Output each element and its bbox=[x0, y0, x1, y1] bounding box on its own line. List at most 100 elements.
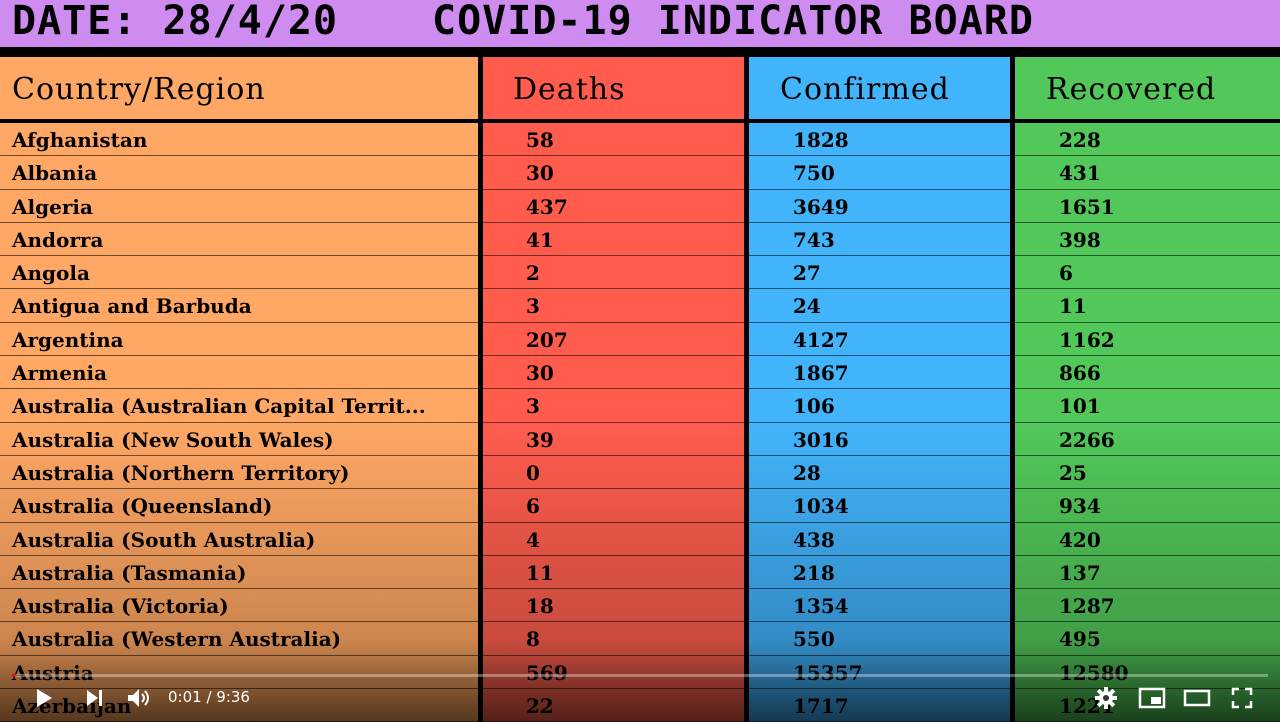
settings-icon bbox=[1095, 687, 1117, 709]
miniplayer-button[interactable] bbox=[1137, 684, 1167, 712]
deaths-cell: 18 bbox=[483, 589, 744, 623]
country-cell: Afghanistan bbox=[0, 123, 478, 157]
confirmed-cell: 218 bbox=[749, 556, 1010, 590]
confirmed-column: Confirmed 1828 750 3649 743 27 24 4127 1867 106 3… bbox=[749, 57, 1010, 722]
country-cell: Armenia bbox=[0, 356, 478, 390]
recovered-cell: 934 bbox=[1015, 489, 1280, 523]
column-divider bbox=[478, 57, 483, 722]
recovered-cell: 420 bbox=[1015, 523, 1280, 556]
recovered-cell: 1162 bbox=[1015, 323, 1280, 357]
recovered-cell: 1287 bbox=[1015, 589, 1280, 623]
country-cell: Australia (New South Wales) bbox=[0, 423, 478, 456]
confirmed-cell: 3016 bbox=[749, 423, 1010, 456]
column-divider bbox=[1010, 57, 1015, 722]
confirmed-header: Confirmed bbox=[749, 57, 1010, 123]
confirmed-cell: 4127 bbox=[749, 323, 1010, 357]
confirmed-cell: 1867 bbox=[749, 356, 1010, 390]
confirmed-cell: 1828 bbox=[749, 123, 1010, 157]
confirmed-cell: 550 bbox=[749, 622, 1010, 656]
confirmed-cell: 106 bbox=[749, 389, 1010, 423]
deaths-cell: 30 bbox=[483, 156, 744, 190]
country-cell: Angola bbox=[0, 256, 478, 290]
deaths-cell: 11 bbox=[483, 556, 744, 590]
recovered-cell: 398 bbox=[1015, 223, 1280, 257]
banner-title: COVID-19 INDICATOR BOARD bbox=[432, 0, 1034, 44]
deaths-column: Deaths 58 30 437 41 2 3 207 30 3 39 0 6 4 11 18 8 569 22 bbox=[483, 57, 744, 722]
confirmed-cell: 24 bbox=[749, 289, 1010, 323]
recovered-header: Recovered bbox=[1015, 57, 1280, 123]
recovered-cell: 495 bbox=[1015, 622, 1280, 656]
banner-date: DATE: 28/4/20 bbox=[12, 0, 339, 44]
indicator-banner: DATE: 28/4/20 COVID-19 INDICATOR BOARD bbox=[0, 0, 1280, 52]
country-cell: Australia (Queensland) bbox=[0, 489, 478, 523]
country-header: Country/Region bbox=[0, 57, 478, 123]
fullscreen-icon bbox=[1231, 687, 1253, 709]
deaths-cells: 58 30 437 41 2 3 207 30 3 39 0 6 4 11 18 8 569 22 bbox=[483, 123, 744, 722]
country-cell: Albania bbox=[0, 156, 478, 190]
deaths-cell: 6 bbox=[483, 489, 744, 523]
confirmed-cells: 1828 750 3649 743 27 24 4127 1867 106 3016 28 1034 4… bbox=[749, 123, 1010, 722]
recovered-cell: 228 bbox=[1015, 123, 1280, 157]
deaths-cell: 30 bbox=[483, 356, 744, 390]
deaths-cell: 0 bbox=[483, 456, 744, 490]
recovered-cell: 137 bbox=[1015, 556, 1280, 590]
country-column: Country/Region Afghanistan Albania Algeria… bbox=[0, 57, 478, 722]
deaths-cell: 569 bbox=[483, 656, 744, 690]
recovered-cell: 1651 bbox=[1015, 190, 1280, 223]
deaths-cell: 207 bbox=[483, 323, 744, 357]
play-button[interactable] bbox=[30, 684, 58, 712]
country-cell: Australia (Northern Territory) bbox=[0, 456, 478, 490]
confirmed-cell: 3649 bbox=[749, 190, 1010, 223]
recovered-cells: 228 431 1651 398 6 11 1162 866 101 2266 25 934 420 13… bbox=[1015, 123, 1280, 722]
progress-fill bbox=[12, 674, 15, 677]
confirmed-cell: 743 bbox=[749, 223, 1010, 257]
deaths-cell: 437 bbox=[483, 190, 744, 223]
confirmed-cell: 1034 bbox=[749, 489, 1010, 523]
recovered-cell: 11 bbox=[1015, 289, 1280, 323]
country-cell: Australia (Australian Capital Territ... bbox=[0, 389, 478, 423]
deaths-cell: 39 bbox=[483, 423, 744, 456]
country-cells: Afghanistan Albania Algeria Andorra Angola An… bbox=[0, 123, 478, 722]
country-cell: Argentina bbox=[0, 323, 478, 357]
next-icon bbox=[87, 690, 102, 706]
recovered-cell: 866 bbox=[1015, 356, 1280, 390]
time-display: 0:01 / 9:36 bbox=[168, 688, 250, 706]
deaths-cell: 2 bbox=[483, 256, 744, 290]
recovered-cell: 6 bbox=[1015, 256, 1280, 290]
recovered-cell: 2266 bbox=[1015, 423, 1280, 456]
confirmed-cell: 27 bbox=[749, 256, 1010, 290]
theater-mode-button[interactable] bbox=[1182, 684, 1212, 712]
deaths-cell: 3 bbox=[483, 289, 744, 323]
progress-bar[interactable] bbox=[12, 674, 1268, 677]
deaths-cell: 22 bbox=[483, 689, 744, 722]
play-icon bbox=[37, 689, 52, 707]
next-button[interactable] bbox=[80, 684, 108, 712]
country-cell: Algeria bbox=[0, 190, 478, 223]
volume-icon bbox=[128, 689, 149, 707]
indicator-board: Country/Region Afghanistan Albania Algeria… bbox=[0, 57, 1280, 722]
country-cell: Australia (South Australia) bbox=[0, 523, 478, 556]
recovered-cell: 431 bbox=[1015, 156, 1280, 190]
country-cell: Australia (Victoria) bbox=[0, 589, 478, 623]
country-cell: Australia (Tasmania) bbox=[0, 556, 478, 590]
recovered-cell: 25 bbox=[1015, 456, 1280, 490]
deaths-cell: 58 bbox=[483, 123, 744, 157]
deaths-header: Deaths bbox=[483, 57, 744, 123]
country-cell: Antigua and Barbuda bbox=[0, 289, 478, 323]
confirmed-cell: 15357 bbox=[749, 656, 1010, 690]
country-cell: Andorra bbox=[0, 223, 478, 257]
deaths-cell: 3 bbox=[483, 389, 744, 423]
recovered-column: Recovered 228 431 1651 398 6 11 1162 866 101 2266… bbox=[1015, 57, 1280, 722]
confirmed-cell: 750 bbox=[749, 156, 1010, 190]
miniplayer-icon bbox=[1138, 687, 1166, 709]
settings-button[interactable] bbox=[1092, 684, 1120, 712]
confirmed-cell: 438 bbox=[749, 523, 1010, 556]
fullscreen-button[interactable] bbox=[1227, 684, 1257, 712]
theater-icon bbox=[1183, 689, 1211, 707]
confirmed-cell: 1717 bbox=[749, 689, 1010, 722]
country-cell: Austria bbox=[0, 656, 478, 690]
volume-button[interactable] bbox=[124, 684, 154, 712]
recovered-cell: 101 bbox=[1015, 389, 1280, 423]
confirmed-cell: 1354 bbox=[749, 589, 1010, 623]
country-cell: Australia (Western Australia) bbox=[0, 622, 478, 656]
